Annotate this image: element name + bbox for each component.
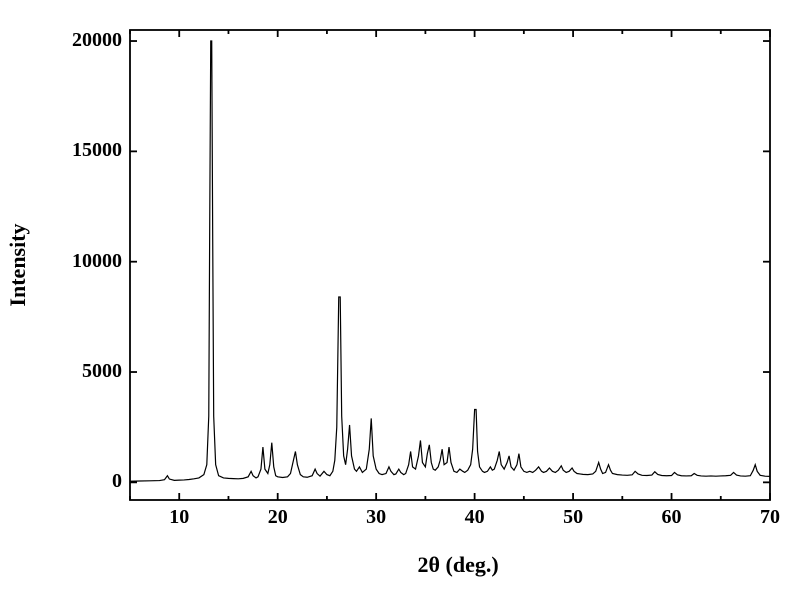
y-tick-label: 5000 bbox=[82, 360, 122, 383]
chart-svg bbox=[0, 0, 800, 590]
y-axis-label: Intensity bbox=[5, 223, 31, 306]
x-tick-label: 30 bbox=[366, 506, 386, 529]
xrd-chart: Intensity 2θ (deg.) 10 20 30 40 50 60 70 0 5000 1… bbox=[0, 0, 800, 590]
x-tick-label: 40 bbox=[465, 506, 485, 529]
x-axis-label: 2θ (deg.) bbox=[418, 552, 499, 578]
x-tick-label: 70 bbox=[760, 506, 780, 529]
y-tick-label: 15000 bbox=[72, 139, 122, 162]
x-tick-label: 50 bbox=[563, 506, 583, 529]
y-tick-label: 20000 bbox=[72, 29, 122, 52]
x-tick-label: 60 bbox=[662, 506, 682, 529]
y-tick-label: 0 bbox=[112, 470, 122, 493]
x-tick-label: 20 bbox=[268, 506, 288, 529]
x-tick-label: 10 bbox=[169, 506, 189, 529]
y-tick-label: 10000 bbox=[72, 250, 122, 273]
